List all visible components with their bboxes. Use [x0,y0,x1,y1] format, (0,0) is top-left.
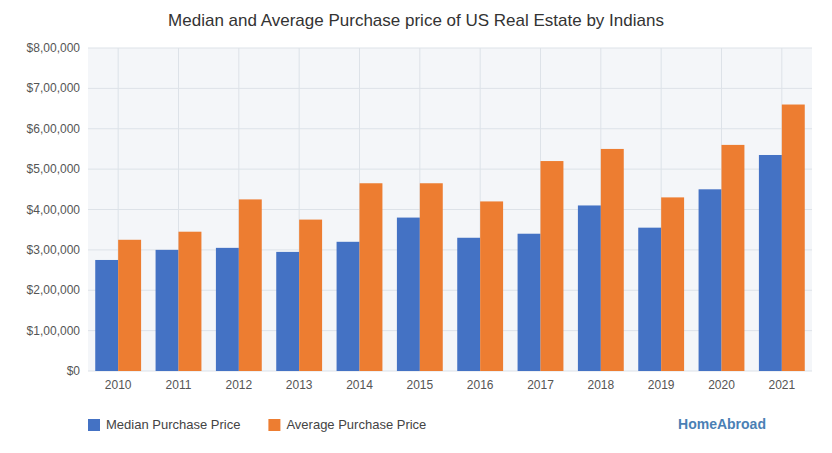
legend-swatch [88,419,100,431]
y-tick-label: $3,00,000 [27,243,81,257]
bar [95,260,118,371]
x-tick-label: 2015 [406,378,433,392]
legend-label: Average Purchase Price [286,417,426,432]
bar [360,183,383,371]
x-tick-label: 2010 [105,378,132,392]
y-tick-label: $5,00,000 [27,162,81,176]
x-tick-label: 2018 [587,378,614,392]
bar [759,155,782,371]
bar [638,228,661,371]
chart: Median and Average Purchase price of US … [0,0,832,453]
bar [782,105,805,371]
y-grid-line [88,48,812,49]
y-grid-line [88,169,812,170]
bar [480,201,503,371]
grid [88,48,812,371]
bar [457,238,480,371]
legend: Median Purchase Price Average Purchase Pr… [88,417,426,432]
x-tick-label: 2014 [346,378,373,392]
plot-area [88,48,812,371]
y-tick-label: $2,00,000 [27,283,81,297]
bar [541,161,564,371]
bar [661,197,684,371]
x-tick-label: 2012 [225,378,252,392]
title: Median and Average Purchase price of US … [168,11,664,30]
y-grid-line [88,88,812,89]
bar [518,234,541,371]
x-tick-label: 2019 [648,378,675,392]
x-tick-label: 2016 [467,378,494,392]
bar [276,252,299,371]
legend-label: Median Purchase Price [106,417,240,432]
legend-swatch [268,419,280,431]
bar [601,149,624,371]
bar [216,248,239,371]
x-tick-label: 2021 [768,378,795,392]
bar [156,250,179,371]
x-tick-label: 2020 [708,378,735,392]
y-tick-label: $0 [67,364,81,378]
bar [118,240,141,371]
bar [578,205,601,371]
y-tick-label: $8,00,000 [27,41,81,55]
bar [397,218,420,371]
bar [699,189,722,371]
y-grid-line [88,128,812,129]
bar [179,232,202,371]
bar [337,242,360,371]
y-tick-label: $1,00,000 [27,324,81,338]
x-tick-label: 2013 [286,378,313,392]
y-tick-label: $7,00,000 [27,81,81,95]
y-tick-label: $4,00,000 [27,203,81,217]
bar [299,220,322,371]
x-tick-label: 2011 [166,378,192,392]
bar [420,183,443,371]
bars [95,105,805,371]
annotation: HomeAbroad [678,416,766,432]
bar [722,145,745,371]
bar [239,199,262,371]
x-tick-label: 2017 [527,378,554,392]
y-tick-label: $6,00,000 [27,122,81,136]
